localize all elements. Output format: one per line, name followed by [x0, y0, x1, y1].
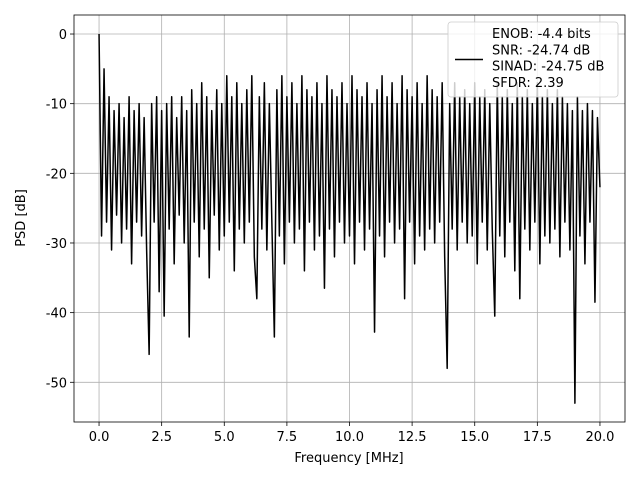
y-tick-label: -50 [46, 376, 67, 391]
x-tick-label: 12.5 [398, 430, 427, 445]
x-tick-label: 0.0 [89, 430, 110, 445]
x-tick-label: 10.0 [335, 430, 364, 445]
y-tick-label: -30 [46, 237, 67, 252]
y-tick-label: 0 [59, 28, 67, 43]
x-tick-label: 2.5 [151, 430, 172, 445]
x-tick-label: 20.0 [585, 430, 614, 445]
line-series [98, 34, 601, 404]
x-axis-label: Frequency [MHz] [294, 451, 403, 466]
y-tick-label: -20 [46, 167, 67, 182]
x-tick-label: 5.0 [214, 430, 235, 445]
axes-frame [73, 14, 626, 423]
x-tick-label: 7.5 [277, 430, 298, 445]
legend-box [447, 21, 619, 98]
y-axis-label: PSD [dB] [14, 189, 29, 247]
legend-label: ENOB: -4.4 bits SNR: -24.74 dB SINAD: -24.… [492, 27, 604, 91]
y-tick-label: -40 [46, 307, 67, 322]
x-tick-label: 15.0 [460, 430, 489, 445]
y-tick-label: -10 [46, 98, 67, 113]
x-tick-label: 17.5 [523, 430, 552, 445]
